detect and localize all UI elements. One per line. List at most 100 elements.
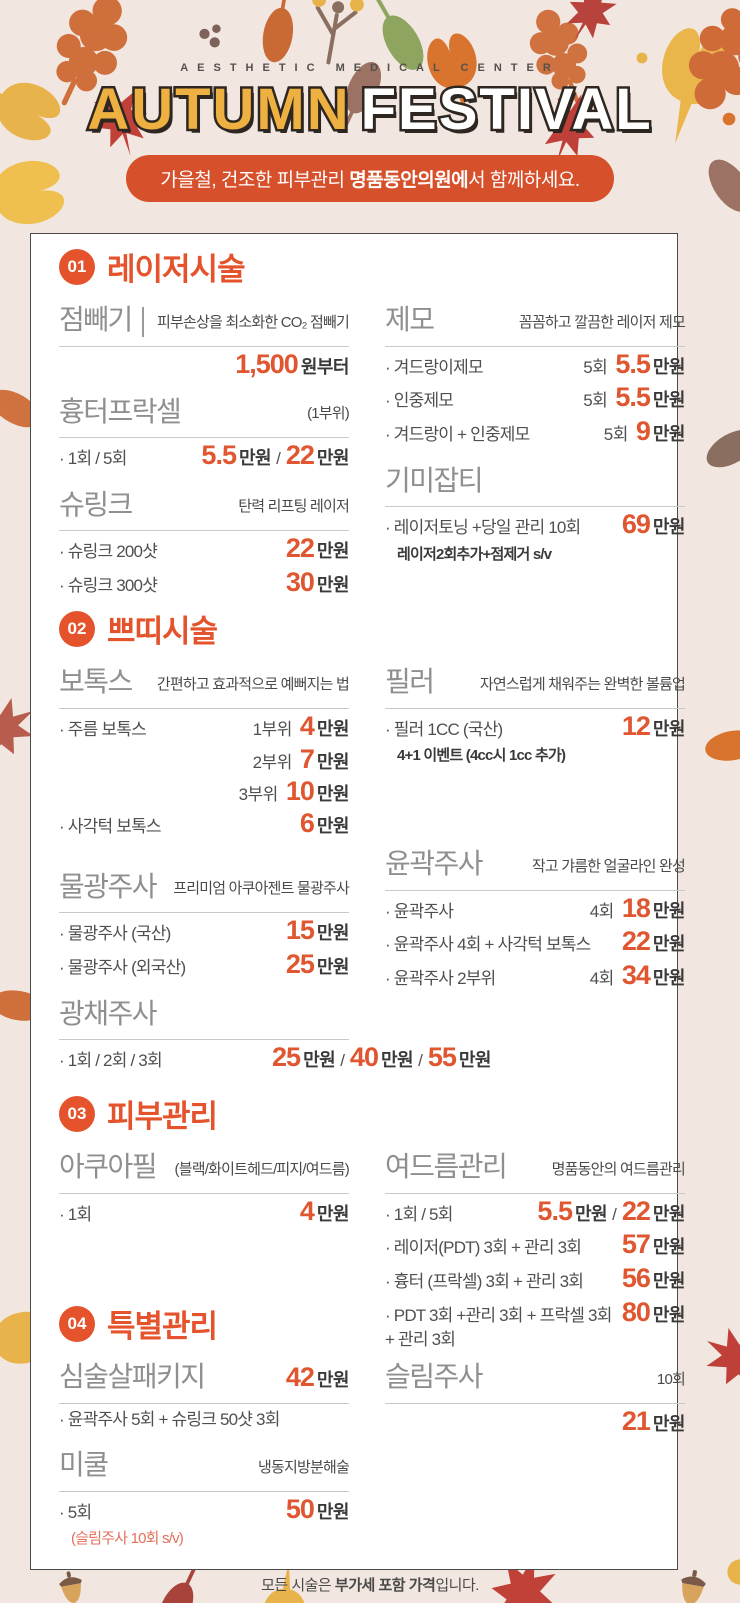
title-divider-bar (141, 306, 144, 337)
price-row: · 윤곽주사 2부위 4회 34 만원 (385, 960, 686, 992)
price-unit: 만원 (316, 752, 350, 773)
price-num: 30 (285, 567, 315, 598)
price-unit: 만원 (652, 968, 686, 989)
price-card: 01 레이저시술 점빼기 피부손상을 최소화한 CO₂ 점빼기 1,500 원부터 흉터프락… (30, 233, 686, 1570)
section-columns: 점빼기 피부손상을 최소화한 CO₂ 점빼기 1,500 원부터 흉터프락셀 (1부위) ·… (31, 303, 686, 599)
simpleleaf-decoration (688, 398, 740, 490)
procedure-title-text: 기미잡티 (385, 464, 484, 496)
item-label: · 1회 (59, 1204, 92, 1224)
procedure-title-text: 흉터프락셀 (59, 395, 182, 427)
section-title: 레이저시술 (107, 252, 246, 287)
price-unit: 만원 (316, 957, 350, 978)
price-num: 1,500 (235, 348, 299, 379)
price-count: 3부위 (238, 785, 279, 805)
section-01: 01 레이저시술 점빼기 피부손상을 최소화한 CO₂ 점빼기 1,500 원부터 흉터프락… (31, 244, 686, 599)
divider-line (59, 707, 349, 709)
price-num: 50 (285, 1493, 315, 1524)
price-unit: 만원 (316, 1369, 350, 1390)
procedure-title: 슈링크 (59, 488, 133, 522)
price-num: 5.5 (537, 1195, 573, 1226)
price-row: · 레이저토닝 +당일 관리 10회 69 만원 (385, 511, 686, 541)
price-num: 34 (621, 960, 651, 991)
procedure-title-row: 광채주사 (59, 997, 349, 1031)
procedure-title-text: 슬림주사 (385, 1361, 484, 1392)
procedure-title-row: 윤곽주사 작고 갸름한 얼굴라인 완성 (385, 847, 686, 881)
procedure-title-text: 윤곽주사 (385, 848, 484, 880)
item-label: · 사각턱 보톡스 (59, 817, 162, 837)
item-label: · 물광주사 (외국산) (59, 958, 186, 978)
price-row: · 1회 4 만원 (59, 1197, 350, 1228)
item-label: · 겨드랑이제모 (385, 357, 484, 377)
price-count: 4회 (589, 969, 615, 989)
item-price: 1부위 4 만원 (253, 712, 350, 741)
price-num: 80 (621, 1296, 651, 1327)
price-count: 2부위 (252, 753, 293, 773)
procedure-title: 기미잡티 (385, 464, 484, 498)
divider-line (385, 1402, 685, 1404)
procedure-block: 흉터프락셀 (1부위) · 1회 / 5회 5.5 만원/22 만원 (59, 395, 350, 472)
footer-note: 모든 시술은 부가세 포함 가격입니다. (0, 1574, 740, 1595)
price-row: 21 만원 (385, 1407, 686, 1436)
column-right: 여드름관리 명품동안의 여드름관리 · 1회 / 5회 5.5 만원/22 만원 · 레이저… (385, 1150, 686, 1353)
item-note: 4+1 이벤트 (4cc시 1cc 추가) (397, 747, 566, 765)
divider-line (59, 1039, 349, 1041)
procedure-title: 여드름관리 (385, 1150, 508, 1184)
item-price: 50 만원 (285, 1493, 350, 1524)
price-row: · 주름 보톡스 1부위 4 만원 (59, 712, 350, 743)
item-price: 25 만원 (286, 951, 350, 979)
procedure-title: 광채주사 (59, 997, 158, 1031)
price-num: 42 (285, 1361, 315, 1392)
item-price: 69 만원 (622, 511, 686, 539)
item-price: 6 만원 (299, 808, 350, 839)
simpleleaf-decoration (693, 709, 740, 778)
item-label: · 윤곽주사 2부위 (385, 969, 496, 989)
price-unit: 만원 (652, 390, 686, 411)
price-unit: 만원 (316, 816, 350, 837)
procedure-block: 윤곽주사 작고 갸름한 얼굴라인 완성 · 윤곽주사 4회 18 만원 · 윤곽주사 4회 … (385, 847, 686, 992)
price-unit: 만원 (316, 448, 350, 469)
price-num: 6 (299, 808, 315, 839)
divider-line (385, 1192, 685, 1194)
item-price: 25 만원/40 만원/55 만원 (272, 1044, 491, 1072)
section-title: 쁘띠시술 (107, 614, 218, 649)
item-label: · 1회 / 5회 (59, 449, 127, 469)
price-unit: 만원 (652, 356, 686, 377)
price-unit: 만원 (652, 934, 686, 955)
section-title: 특별관리 (107, 1309, 218, 1344)
item-label: · 겨드랑이 + 인중제모 (385, 424, 530, 444)
price-row: · 5회 50 만원 (59, 1493, 350, 1526)
price-num: 9 (635, 415, 651, 446)
procedure-title-row: 슬림주사 10회 (385, 1360, 686, 1394)
section-heading: 04 특별관리 (31, 1301, 677, 1346)
procedure-title-text: 필러 (385, 666, 435, 697)
item-price: 5회 5.5 만원 (583, 384, 685, 412)
divider-line (59, 437, 349, 439)
procedure-block: 제모 꼼꼼하고 깔끔한 레이저 제모 · 겨드랑이제모 5회 5.5 만원 · 인중제모 5회… (385, 303, 686, 448)
price-unit: 만원 (316, 923, 350, 944)
procedure-block: 필러 자연스럽게 채워주는 완벽한 볼륨업 · 필러 1CC (국산) 12 만원 4+1… (385, 665, 686, 765)
price-unit: 만원 (316, 784, 350, 805)
procedure-title-row: 여드름관리 명품동안의 여드름관리 (385, 1150, 686, 1184)
price-row: · 1회 / 2회 / 3회 25 만원/40 만원/55 만원 (59, 1044, 492, 1074)
procedure-subtitle: 명품동안의 여드름관리 (551, 1160, 686, 1178)
item-label: · 슈링크 200샷 (59, 542, 158, 562)
price-unit: 만원 (316, 541, 350, 562)
item-price: 4회 34 만원 (589, 960, 686, 991)
price-num: 5.5 (201, 440, 237, 471)
section-02: 02 쁘띠시술 보톡스 간편하고 효과적으로 예뻐지는 법 · 주름 보톡스 1부위 4 만원… (31, 606, 686, 1074)
procedure-block: 기미잡티 · 레이저토닝 +당일 관리 10회 69 만원 레이저2회추가+점제거 s/… (385, 464, 686, 564)
procedure-title-text: 물광주사 (59, 870, 158, 902)
price-unit: 만원 (316, 718, 350, 739)
section-heading: 01 레이저시술 (31, 244, 677, 289)
procedure-block: 물광주사 프리미엄 아쿠아젠트 물광주사 · 물광주사 (국산) 15 만원 · 물광주사… (59, 870, 350, 981)
procedure-title-row: 제모 꼼꼼하고 깔끔한 레이저 제모 (385, 303, 686, 337)
procedure-title-row: 점빼기 피부손상을 최소화한 CO₂ 점빼기 (59, 303, 350, 337)
price-row: · 윤곽주사 4회 18 만원 (385, 894, 686, 925)
item-price: 30 만원 (285, 567, 350, 598)
banner-text-post: 서 함께하세요. (468, 169, 580, 191)
procedure-block: 광채주사 · 1회 / 2회 / 3회 25 만원/40 만원/55 만원 (59, 997, 492, 1074)
procedure-title-row: 필러 자연스럽게 채워주는 완벽한 볼륨업 (385, 665, 686, 699)
procedure-block: 미쿨 냉동지방분해술 · 5회 50 만원 (슬림주사 10회 s/v) (59, 1448, 350, 1548)
item-label: · 레이저토닝 +당일 관리 10회 (385, 518, 581, 538)
